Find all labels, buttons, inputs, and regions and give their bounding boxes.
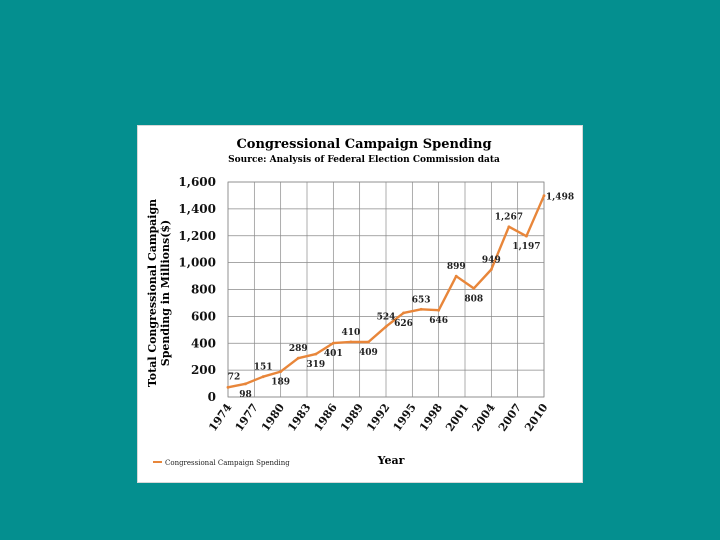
y-tick-label: 0 <box>208 390 216 404</box>
x-tick-label: 2010 <box>522 401 550 434</box>
data-label: 409 <box>359 348 378 358</box>
data-label: 949 <box>482 255 501 265</box>
y-axis-ticks: 0 200 400 600 800 1,000 1,200 1,400 1,600 <box>178 175 216 404</box>
data-point <box>419 307 423 311</box>
y-tick-label: 400 <box>191 336 216 350</box>
y-tick-label: 1,000 <box>178 256 216 270</box>
x-tick-label: 1989 <box>338 401 366 434</box>
data-label: 401 <box>324 349 343 359</box>
data-label: 1,197 <box>512 242 540 252</box>
x-tick-label: 1995 <box>391 401 419 434</box>
x-tick-label: 1992 <box>364 401 392 434</box>
x-axis-ticks: 1974197719801983198619891992199519982001… <box>206 401 550 434</box>
chart-image: Congressional Campaign Spending Source: … <box>138 126 582 482</box>
data-point <box>244 382 247 386</box>
data-point <box>472 287 476 290</box>
data-label: 151 <box>254 363 273 373</box>
data-point <box>507 225 511 229</box>
y-tick-label: 800 <box>191 283 216 297</box>
data-label: 646 <box>429 316 448 326</box>
data-point <box>279 370 283 374</box>
data-label: 653 <box>412 295 431 305</box>
chart-subtitle: Source: Analysis of Federal Election Com… <box>228 155 500 165</box>
data-point <box>226 385 230 389</box>
y-tick-label: 1,400 <box>178 202 216 216</box>
data-label: 626 <box>394 319 413 329</box>
data-point <box>489 268 493 271</box>
x-tick-label: 1974 <box>206 401 234 434</box>
legend: Congressional Campaign Spending <box>153 459 290 467</box>
data-label: 289 <box>289 344 308 354</box>
data-label: 899 <box>447 262 466 272</box>
data-point <box>542 194 546 198</box>
x-tick-label: 1983 <box>285 401 313 434</box>
data-label: 98 <box>239 390 252 400</box>
y-tick-label: 1,600 <box>178 175 216 189</box>
data-point <box>384 325 388 328</box>
x-tick-label: 1998 <box>417 401 445 434</box>
data-point <box>454 274 458 278</box>
data-point <box>296 356 300 360</box>
data-point <box>331 341 335 345</box>
y-axis-label-line1: Total Congressional Campaign <box>146 199 159 387</box>
x-tick-label: 2007 <box>496 401 524 434</box>
x-tick-label: 1980 <box>259 401 287 434</box>
data-label: 410 <box>341 328 360 338</box>
data-point <box>349 340 353 344</box>
y-tick-label: 600 <box>191 309 216 323</box>
y-axis-label-line2: Spending in Millions($) <box>159 220 172 367</box>
gridlines <box>227 181 545 398</box>
y-tick-label: 200 <box>191 363 216 377</box>
x-tick-label: 1986 <box>312 401 340 434</box>
y-tick-label: 1,200 <box>178 229 216 243</box>
plot-frame <box>227 181 545 398</box>
data-point <box>525 234 528 238</box>
data-point <box>437 308 441 312</box>
data-label: 72 <box>228 372 241 382</box>
data-point <box>367 340 370 344</box>
x-tick-label: 2001 <box>443 401 471 434</box>
data-label: 524 <box>377 313 396 323</box>
x-axis-label: Year <box>377 454 405 467</box>
data-label: 1,267 <box>495 213 523 223</box>
x-tick-label: 2004 <box>470 401 498 434</box>
data-label: 319 <box>306 360 325 370</box>
line-chart: Congressional Campaign Spending Source: … <box>146 137 574 467</box>
data-point <box>261 375 265 379</box>
x-tick-label: 1977 <box>233 401 261 434</box>
data-point <box>314 352 318 356</box>
data-label: 808 <box>464 294 483 304</box>
series-group <box>226 194 546 389</box>
legend-label: Congressional Campaign Spending <box>165 459 290 467</box>
data-label: 189 <box>271 378 290 388</box>
chart-title: Congressional Campaign Spending <box>236 137 491 152</box>
data-label: 1,498 <box>546 193 574 203</box>
data-point <box>402 311 405 315</box>
